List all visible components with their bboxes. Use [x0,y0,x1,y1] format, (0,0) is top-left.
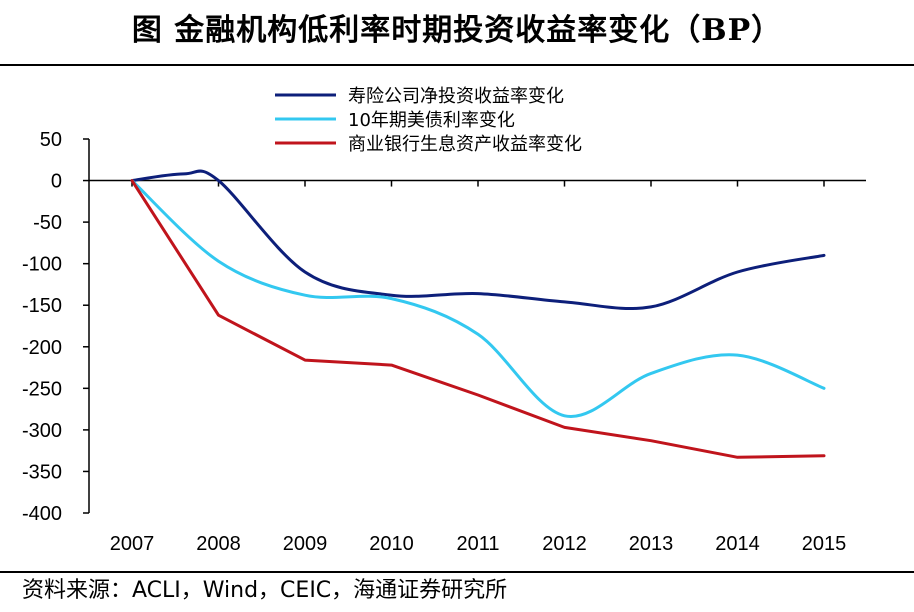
y-tick-label: -350 [22,461,62,483]
y-tick-label: -200 [22,337,62,359]
x-tick-label: 2007 [110,533,155,555]
y-tick-label: 0 [51,171,62,193]
title-rule [0,64,914,66]
x-tick-label: 2014 [715,533,760,555]
x-tick-label: 2008 [196,533,241,555]
x-tick-label: 2012 [542,533,587,555]
chart-title: 图 金融机构低利率时期投资收益率变化（BP） [131,13,783,48]
legend-label-2: 10年期美债利率变化 [348,110,515,131]
y-tick-label: 50 [40,129,62,151]
legend-label-1: 寿险公司净投资收益率变化 [348,86,564,107]
series-line-3 [130,179,826,459]
x-tick-label: 2011 [456,533,499,555]
source-note: 资料来源：ACLI，Wind，CEIC，海通证券研究所 [22,578,508,603]
y-tick-label: -100 [22,254,62,276]
legend-label-3: 商业银行生息资产收益率变化 [348,134,582,155]
x-tick-label: 2010 [369,533,414,555]
series-lines [130,169,826,459]
series-line-2 [130,179,826,418]
source-rule [0,571,914,573]
x-tick-label: 2013 [629,533,674,555]
y-tick-label: -400 [22,503,62,525]
series-line-1 [130,169,826,311]
y-tick-label: -300 [22,420,62,442]
y-tick-label: -50 [33,212,62,234]
axes: 50 0 -50 -100 -150 -200 -250 -300 -350 -400 2007 20… [22,129,866,555]
y-tick-label: -250 [22,378,62,400]
y-tick-label: -150 [22,295,62,317]
x-tick-label: 2015 [802,533,847,555]
x-tick-label: 2009 [283,533,328,555]
